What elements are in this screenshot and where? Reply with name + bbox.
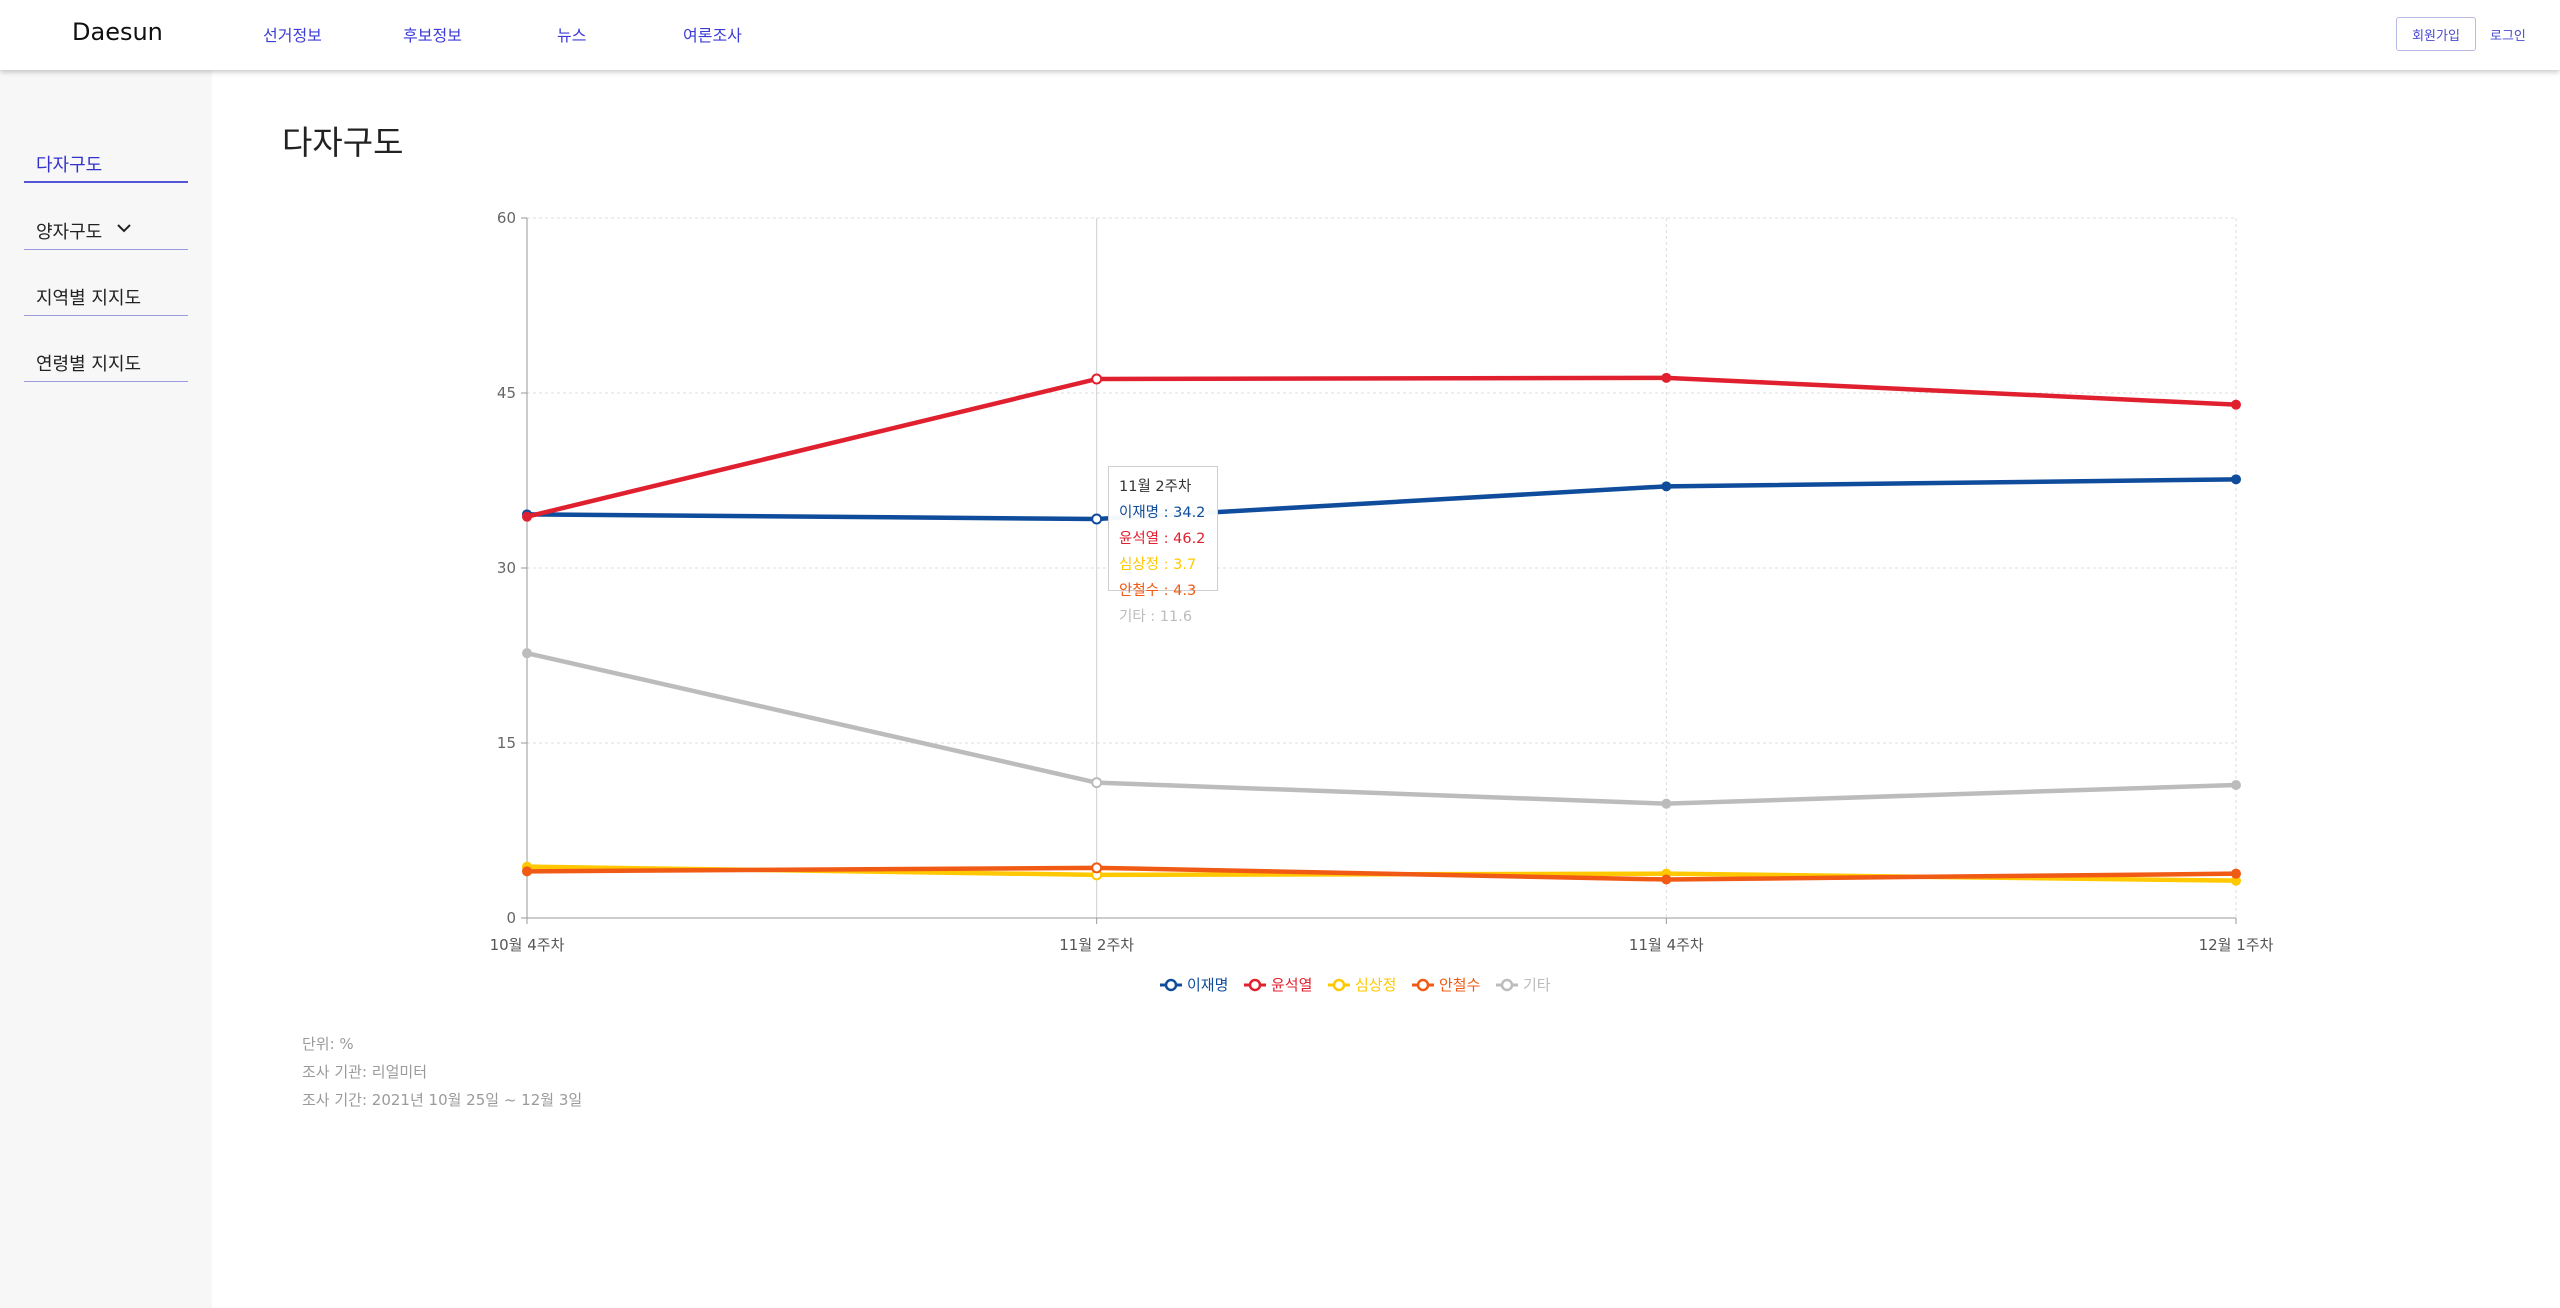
data-point xyxy=(2231,780,2241,790)
y-tick-label: 60 xyxy=(497,209,516,227)
sidebar-item-label: 양자구도 xyxy=(36,222,103,243)
login-link[interactable]: 로그인 xyxy=(2490,29,2526,44)
sidebar-item-label: 다자구도 xyxy=(36,155,103,176)
x-tick-label: 11월 2주차 xyxy=(1059,936,1134,954)
nav-election-info[interactable]: 선거정보 xyxy=(263,26,322,45)
series-line xyxy=(526,650,2237,806)
x-tick-label: 10월 4주차 xyxy=(490,936,565,954)
legend-label: 심상정 xyxy=(1355,976,1396,994)
tooltip-row-sim: 심상정 : 3.7 xyxy=(1119,557,1197,573)
chevron-down-icon[interactable] xyxy=(116,222,132,234)
footnote-agency: 조사 기관: 리얼미터 xyxy=(302,1063,427,1081)
data-point xyxy=(1091,777,1103,789)
y-tick-label: 15 xyxy=(497,734,516,752)
sidebar-item-region[interactable]: 지역별 지지도 xyxy=(24,274,188,316)
tooltip-row-yoon: 윤석열 : 46.2 xyxy=(1119,531,1206,547)
data-point xyxy=(1091,862,1103,874)
legend-swatch-dot xyxy=(1164,978,1178,992)
y-tick-label: 0 xyxy=(506,909,516,927)
sidebar-item-two-way[interactable]: 양자구도 xyxy=(24,208,188,250)
tooltip-row-lee: 이재명 : 34.2 xyxy=(1119,505,1206,521)
sidebar-item-multi[interactable]: 다자구도 xyxy=(24,141,188,183)
sidebar: 다자구도 양자구도 지역별 지지도 연령별 지지도 xyxy=(0,70,212,1308)
data-point xyxy=(2231,875,2241,886)
sidebar-item-age[interactable]: 연령별 지지도 xyxy=(24,340,188,382)
data-point xyxy=(1661,874,1672,885)
data-point xyxy=(2231,474,2241,485)
legend-swatch-dot xyxy=(1332,978,1346,992)
data-point xyxy=(2231,868,2241,879)
main-content: 다자구도 0 15 30 45 60 10월 4주차 11월 2주차 11월 4주차 12월 1… xyxy=(212,70,2560,1308)
x-tick-label: 11월 4주차 xyxy=(1629,936,1704,954)
x-tick-label: 12월 1주차 xyxy=(2199,936,2274,954)
series-line xyxy=(526,375,2237,519)
data-point xyxy=(2231,399,2241,410)
data-point xyxy=(1661,481,1672,492)
data-point xyxy=(522,866,532,877)
sidebar-item-label: 연령별 지지도 xyxy=(36,354,142,375)
legend-label: 윤석열 xyxy=(1271,976,1312,994)
tooltip-row-other: 기타 : 11.6 xyxy=(1119,609,1193,625)
data-point xyxy=(522,648,532,659)
y-tick-label: 45 xyxy=(497,384,516,402)
page-title: 다자구도 xyxy=(282,123,404,162)
brand-logo[interactable]: Daesun xyxy=(72,18,163,46)
nav-polls[interactable]: 여론조사 xyxy=(683,26,742,45)
signup-button[interactable]: 회원가입 xyxy=(2396,17,2476,51)
legend-label: 안철수 xyxy=(1439,976,1480,994)
legend-label: 기타 xyxy=(1523,976,1551,994)
nav-candidate-info[interactable]: 후보정보 xyxy=(403,26,462,45)
y-tick-label: 30 xyxy=(497,559,516,577)
data-point xyxy=(1091,513,1103,525)
tooltip-row-ahn: 안철수 : 4.3 xyxy=(1119,583,1197,599)
data-point xyxy=(522,511,532,522)
legend-swatch-dot xyxy=(1248,978,1262,992)
legend-label: 이재명 xyxy=(1187,976,1228,994)
data-point xyxy=(1091,373,1103,385)
sidebar-item-label: 지역별 지지도 xyxy=(36,288,142,309)
legend-swatch-dot xyxy=(1500,978,1514,992)
legend-swatch-dot xyxy=(1416,978,1430,992)
data-point xyxy=(1661,372,1672,383)
data-point xyxy=(1661,798,1672,809)
tooltip-title: 11월 2주차 xyxy=(1119,479,1192,495)
footnote-unit: 단위: % xyxy=(302,1035,354,1053)
series-line xyxy=(526,865,2237,882)
series-line xyxy=(526,477,2237,522)
chart-tooltip: 11월 2주차 이재명 : 34.2 윤석열 : 46.2 심상정 : 3.7 … xyxy=(1108,466,1218,625)
nav-news[interactable]: 뉴스 xyxy=(557,26,587,45)
top-header: Daesun 선거정보 후보정보 뉴스 여론조사 회원가입 로그인 xyxy=(0,0,2560,70)
footnote-period: 조사 기간: 2021년 10월 25일 ~ 12월 3일 xyxy=(302,1091,583,1109)
